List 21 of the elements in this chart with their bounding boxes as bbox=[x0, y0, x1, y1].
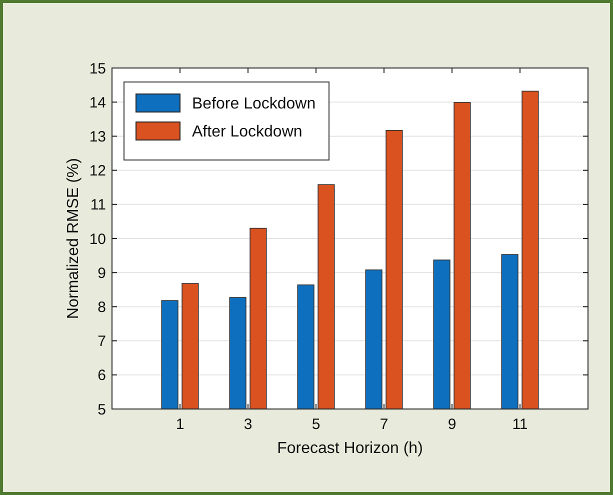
legend-label: Before Lockdown bbox=[192, 96, 316, 113]
y-tick-label: 13 bbox=[89, 128, 106, 146]
y-tick-label: 8 bbox=[98, 298, 106, 316]
legend-label: After Lockdown bbox=[192, 124, 302, 141]
y-tick-label: 12 bbox=[89, 162, 106, 180]
x-tick-label: 5 bbox=[312, 416, 320, 433]
x-tick-label: 7 bbox=[380, 416, 388, 433]
y-tick-label: 6 bbox=[98, 367, 106, 384]
x-tick-label: 9 bbox=[448, 416, 456, 433]
y-tick-label: 9 bbox=[98, 264, 106, 282]
y-tick-label: 14 bbox=[89, 94, 106, 112]
y-tick-label: 5 bbox=[98, 401, 106, 418]
y-axis-title: Normalized RMSE (%) bbox=[65, 158, 82, 319]
x-tick-label: 1 bbox=[176, 416, 184, 433]
y-tick-label: 10 bbox=[89, 230, 106, 248]
x-axis-title: Forecast Horizon (h) bbox=[277, 440, 423, 457]
y-tick-label: 11 bbox=[90, 196, 106, 214]
y-tick-label: 7 bbox=[98, 333, 106, 350]
y-tick-label: 15 bbox=[89, 60, 106, 78]
x-tick-label: 3 bbox=[244, 416, 252, 433]
x-tick-label: 11 bbox=[512, 416, 528, 433]
